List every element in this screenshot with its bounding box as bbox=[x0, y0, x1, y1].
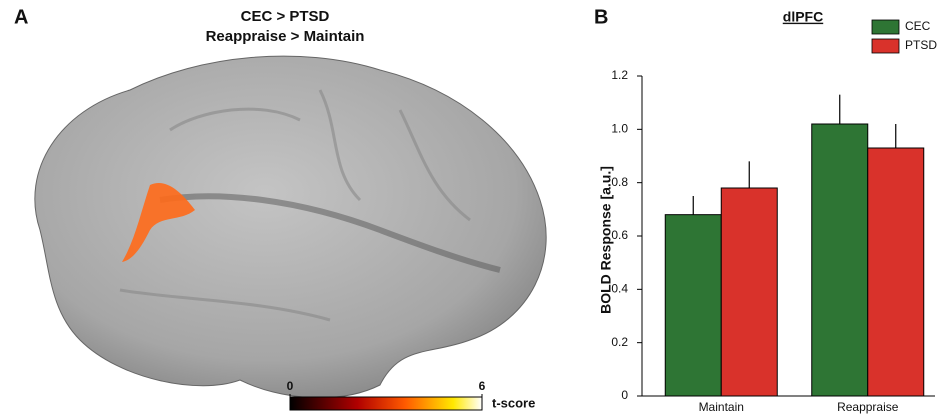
panel-label: B bbox=[594, 6, 608, 28]
chart-title: dlPFC bbox=[783, 9, 823, 25]
bar bbox=[665, 215, 721, 396]
colorbar-tick-label: 0 bbox=[287, 379, 294, 393]
panel-title: CEC > PTSD bbox=[241, 8, 330, 25]
colorbar bbox=[290, 397, 482, 410]
y-tick-label: 1.2 bbox=[611, 68, 628, 82]
y-tick-label: 0.2 bbox=[611, 335, 628, 349]
bar bbox=[868, 148, 924, 396]
x-tick-label: Maintain bbox=[699, 400, 744, 414]
y-tick-label: 0 bbox=[621, 388, 628, 402]
bar bbox=[812, 124, 868, 396]
y-tick-label: 1.0 bbox=[611, 122, 628, 136]
legend-label: CEC bbox=[905, 19, 931, 33]
legend-swatch bbox=[872, 20, 899, 34]
y-tick-label: 0.4 bbox=[611, 282, 628, 296]
legend-label: PTSD bbox=[905, 38, 937, 52]
colorbar-tick-label: 6 bbox=[479, 379, 486, 393]
y-tick-label: 0.8 bbox=[611, 175, 628, 189]
x-tick-label: Reappraise bbox=[837, 400, 899, 414]
y-tick-label: 0.6 bbox=[611, 228, 628, 242]
legend-swatch bbox=[872, 39, 899, 53]
figure: A CEC > PTSD Reappraise > Maintain t-sco… bbox=[0, 0, 950, 414]
panel-subtitle: Reappraise > Maintain bbox=[206, 28, 365, 45]
colorbar-label: t-score bbox=[492, 395, 535, 410]
panel-label: A bbox=[14, 6, 28, 28]
bar bbox=[721, 188, 777, 396]
brain-image bbox=[35, 56, 546, 398]
